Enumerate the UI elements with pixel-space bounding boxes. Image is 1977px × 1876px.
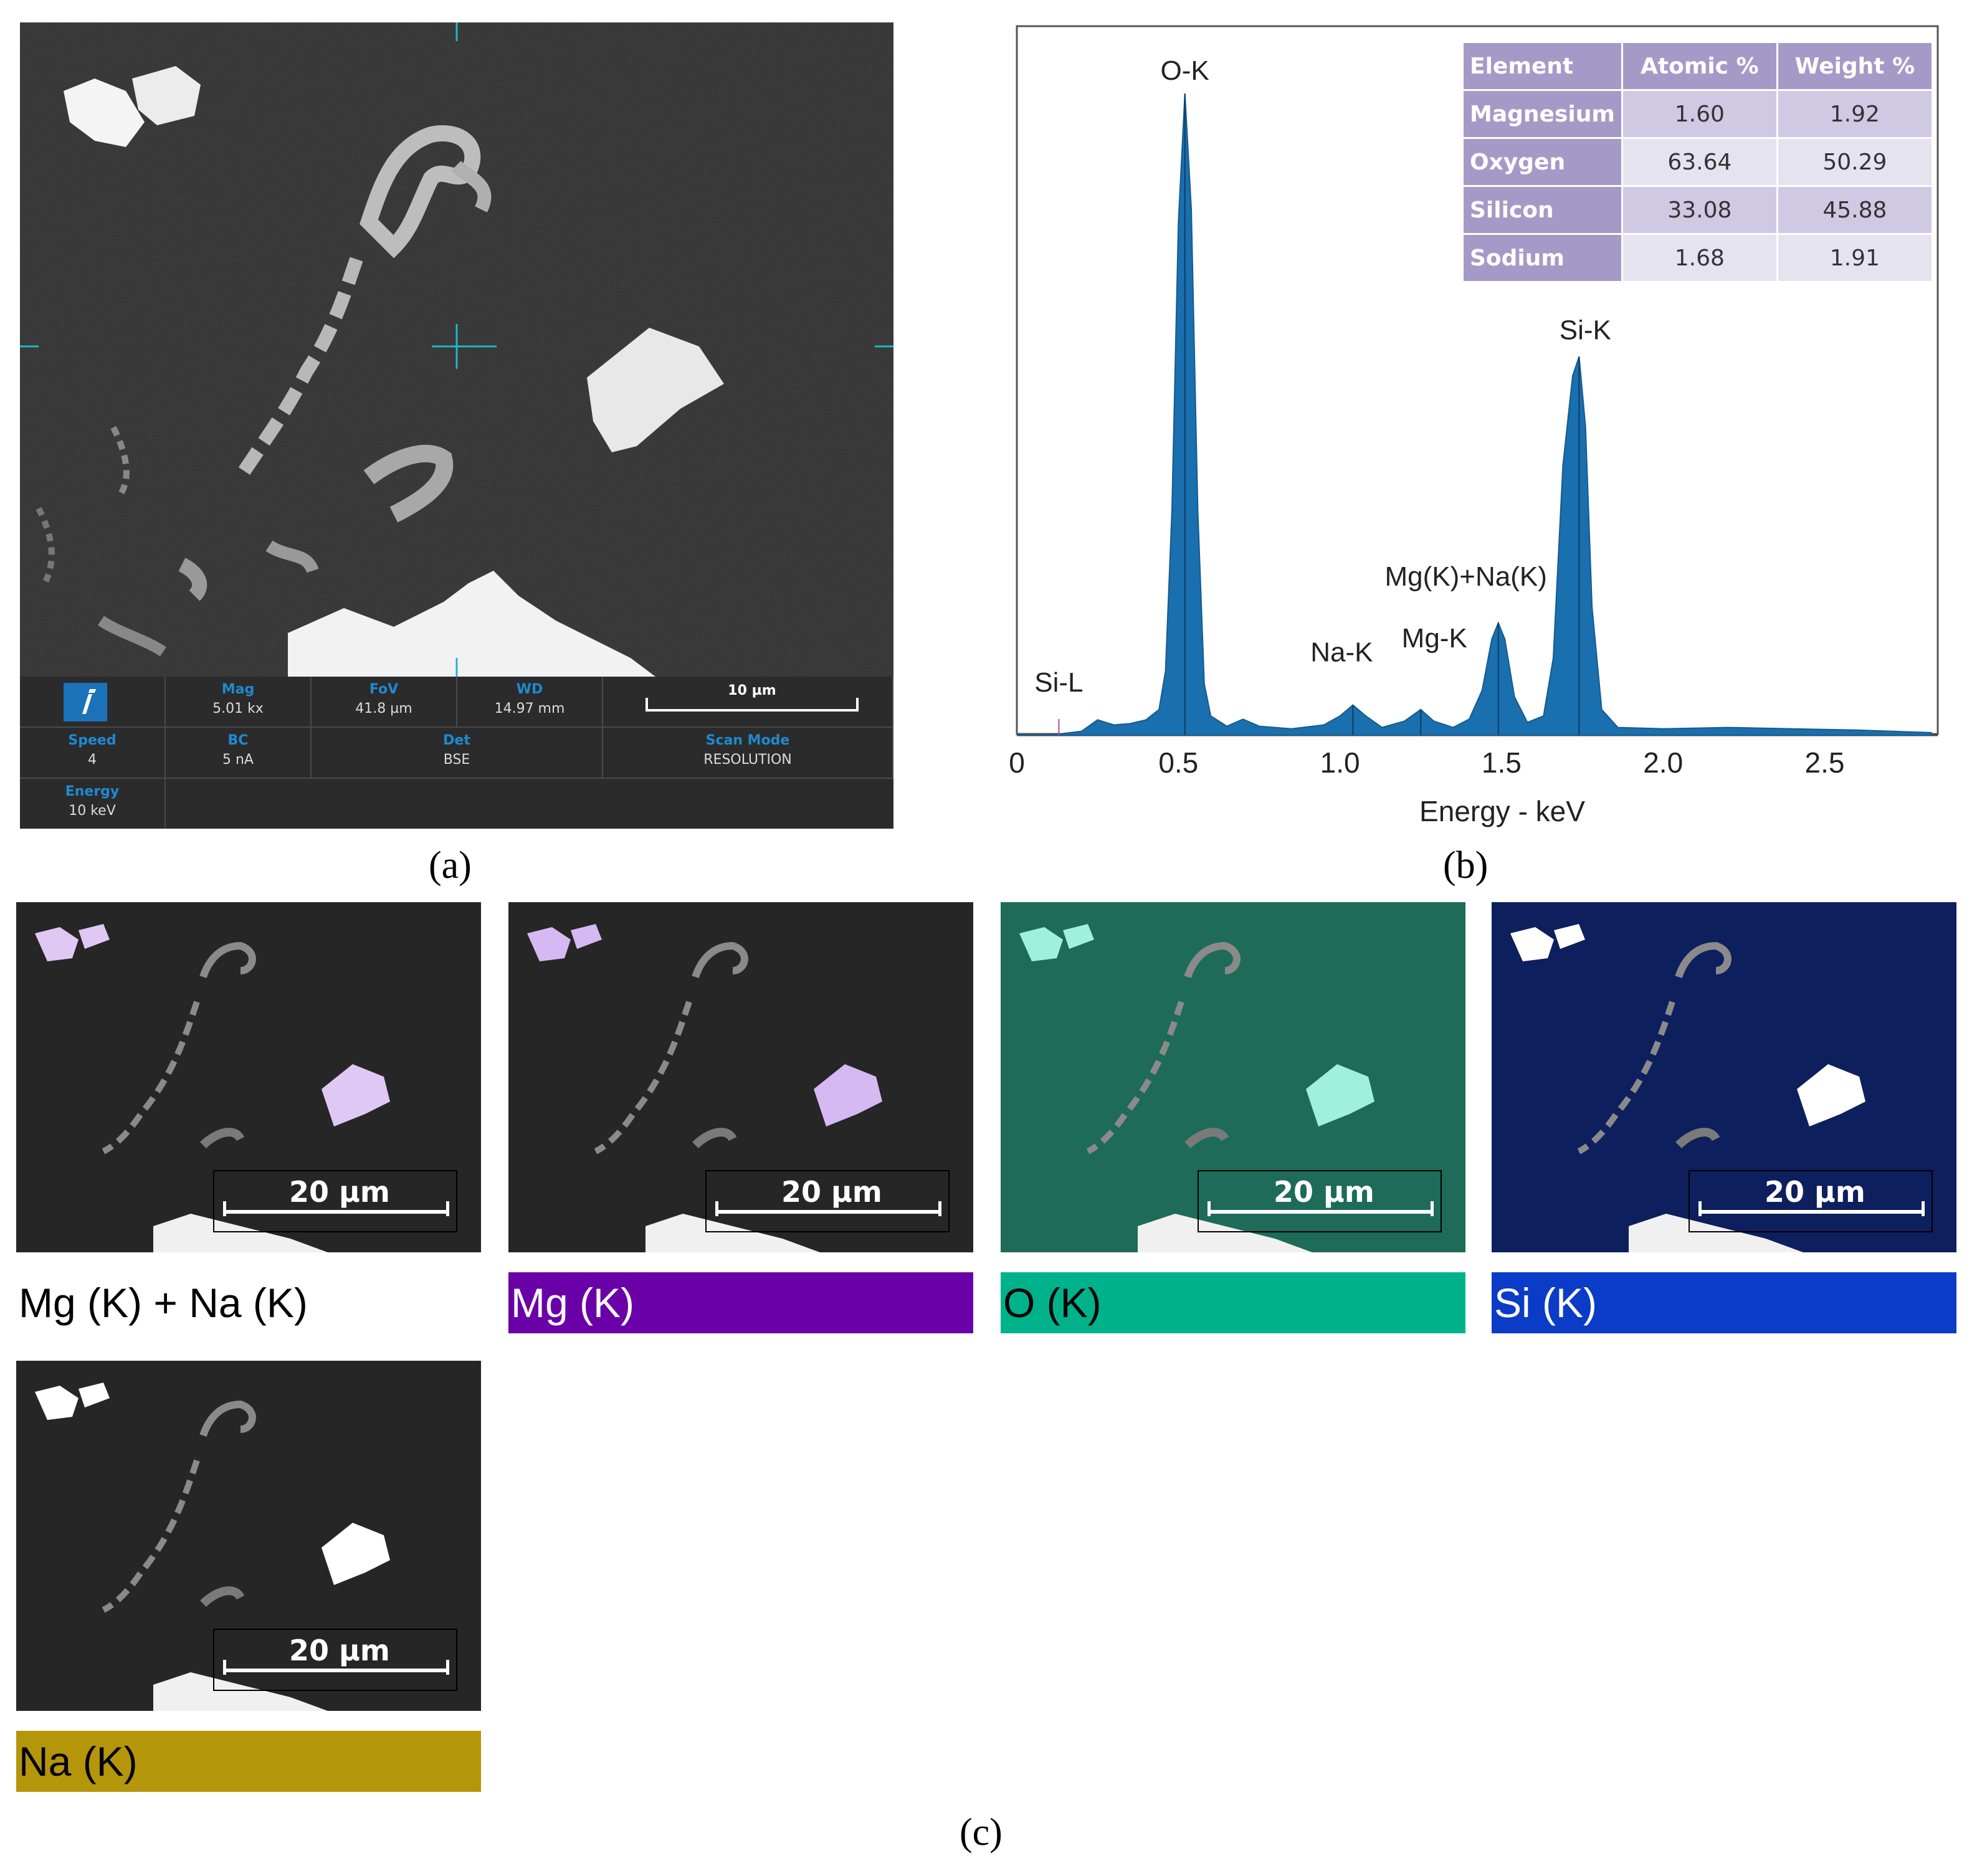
peak-label: Si-L: [1034, 667, 1083, 698]
map-element-label: Mg (K): [508, 1272, 973, 1333]
cell-weight: 45.88: [1776, 185, 1933, 235]
wd-label: WD: [516, 682, 543, 697]
x-tick-label: 0.5: [1158, 746, 1198, 779]
peak-label: Na-K: [1310, 637, 1373, 668]
energy-cell: Energy 10 keV: [20, 779, 166, 829]
fov-value: 41.8 µm: [355, 701, 412, 717]
map-element-label: Na (K): [16, 1731, 481, 1792]
energy-value: 10 keV: [69, 803, 116, 819]
map-element-label: Si (K): [1492, 1272, 1956, 1333]
map-scale-bar: 20 µm: [1689, 1170, 1933, 1232]
element-map: 20 µm: [508, 902, 973, 1252]
bc-cell: BC 5 nA: [166, 728, 312, 779]
map-scale-label: 20 µm: [289, 1175, 390, 1209]
wd-value: 14.97 mm: [494, 701, 565, 717]
cell-atomic: 33.08: [1621, 185, 1778, 235]
panel-b-label: (b): [1443, 844, 1489, 887]
x-axis-label: Energy - keV: [1419, 795, 1585, 827]
map-element-label: O (K): [1001, 1272, 1465, 1333]
scan-mode-cell: Scan Mode RESOLUTION: [603, 728, 893, 779]
header-atomic: Atomic %: [1621, 41, 1778, 91]
x-tick-label: 1.0: [1320, 746, 1360, 779]
cell-atomic: 63.64: [1621, 137, 1778, 187]
mag-label: Mag: [221, 682, 255, 697]
map-scale-bar: 20 µm: [213, 1170, 457, 1232]
cell-element: Oxygen: [1462, 137, 1623, 187]
x-tick-label: 1.5: [1482, 746, 1522, 779]
composition-table: Element Atomic % Weight % Magnesium 1.60…: [1462, 41, 1933, 283]
sem-image-panel: Mag 5.01 kx FoV 41.8 µm WD 14.97 mm 10 µ…: [20, 22, 893, 829]
sem-info-bar: Mag 5.01 kx FoV 41.8 µm WD 14.97 mm 10 µ…: [20, 677, 893, 829]
sem-micrograph: [20, 22, 893, 677]
map-scale-label: 20 µm: [1765, 1175, 1865, 1209]
map-scale-label: 20 µm: [289, 1634, 390, 1667]
eds-spectrum-chart: 0 0.5 1.0 1.5 2.0 2.5 Energy - keV Si-L O-K Na-K M…: [1009, 25, 1939, 827]
energy-label: Energy: [65, 784, 120, 799]
bc-value: 5 nA: [222, 752, 254, 768]
peak-label: Mg(K)+Na(K): [1385, 561, 1547, 592]
panel-a-label: (a): [429, 844, 472, 887]
scan-mode-value: RESOLUTION: [703, 752, 792, 768]
sem-particles: [20, 22, 893, 677]
table-row: Oxygen 63.64 50.29: [1462, 137, 1933, 187]
cell-element: Sodium: [1462, 233, 1623, 283]
cell-weight: 50.29: [1776, 137, 1933, 187]
cell-atomic: 1.68: [1621, 233, 1778, 283]
instrument-logo-icon: [64, 683, 107, 721]
table-row: Silicon 33.08 45.88: [1462, 185, 1933, 235]
panel-c-label: (c): [960, 1811, 1003, 1854]
mag-value: 5.01 kx: [212, 701, 264, 717]
x-tick-label: 2.5: [1805, 746, 1845, 779]
logo-cell: [20, 677, 166, 728]
map-scale-label: 20 µm: [1274, 1175, 1374, 1209]
fov-label: FoV: [369, 682, 399, 697]
map-scale-bar: 20 µm: [213, 1629, 457, 1691]
sem-scale-label: 10 µm: [728, 683, 776, 698]
header-element: Element: [1462, 41, 1623, 91]
cell-atomic: 1.60: [1621, 89, 1778, 139]
speed-label: Speed: [68, 733, 117, 748]
element-map: 20 µm: [1001, 902, 1465, 1252]
peak-label: Mg-K: [1402, 623, 1467, 654]
cell-element: Silicon: [1462, 185, 1623, 235]
peak-label: O-K: [1161, 55, 1209, 86]
table-header-row: Element Atomic % Weight %: [1462, 41, 1933, 91]
scale-cell: 10 µm: [603, 677, 893, 728]
header-weight: Weight %: [1776, 41, 1933, 91]
map-scale-label: 20 µm: [781, 1175, 882, 1209]
mag-cell: Mag 5.01 kx: [166, 677, 312, 728]
map-scale-bar: 20 µm: [1198, 1170, 1442, 1232]
fov-cell: FoV 41.8 µm: [312, 677, 457, 728]
x-tick-label: 0: [1009, 746, 1025, 779]
sem-scale-bar: 10 µm: [646, 683, 859, 715]
element-map: 20 µm: [16, 902, 481, 1252]
element-map: 20 µm: [1492, 902, 1956, 1252]
bc-label: BC: [227, 733, 249, 748]
x-tick-label: 2.0: [1643, 746, 1683, 779]
eds-spectrum-panel: 0 0.5 1.0 1.5 2.0 2.5 Energy - keV Si-L O-K Na-K M…: [972, 19, 1950, 847]
det-value: BSE: [443, 752, 470, 768]
det-cell: Det BSE: [312, 728, 603, 779]
speed-cell: Speed 4: [20, 728, 166, 779]
map-scale-bar: 20 µm: [705, 1170, 950, 1232]
speed-value: 4: [88, 752, 97, 768]
peak-label: Si-K: [1560, 315, 1611, 345]
cell-weight: 1.91: [1776, 233, 1933, 283]
spectrum-area: [1017, 93, 1932, 736]
map-element-label: Mg (K) + Na (K): [16, 1272, 481, 1333]
element-map: 20 µm: [16, 1361, 481, 1711]
wd-cell: WD 14.97 mm: [457, 677, 603, 728]
scan-mode-label: Scan Mode: [705, 733, 790, 748]
table-row: Magnesium 1.60 1.92: [1462, 89, 1933, 139]
det-label: Det: [443, 733, 470, 748]
table-row: Sodium 1.68 1.91: [1462, 233, 1933, 283]
cell-element: Magnesium: [1462, 89, 1623, 139]
cell-weight: 1.92: [1776, 89, 1933, 139]
